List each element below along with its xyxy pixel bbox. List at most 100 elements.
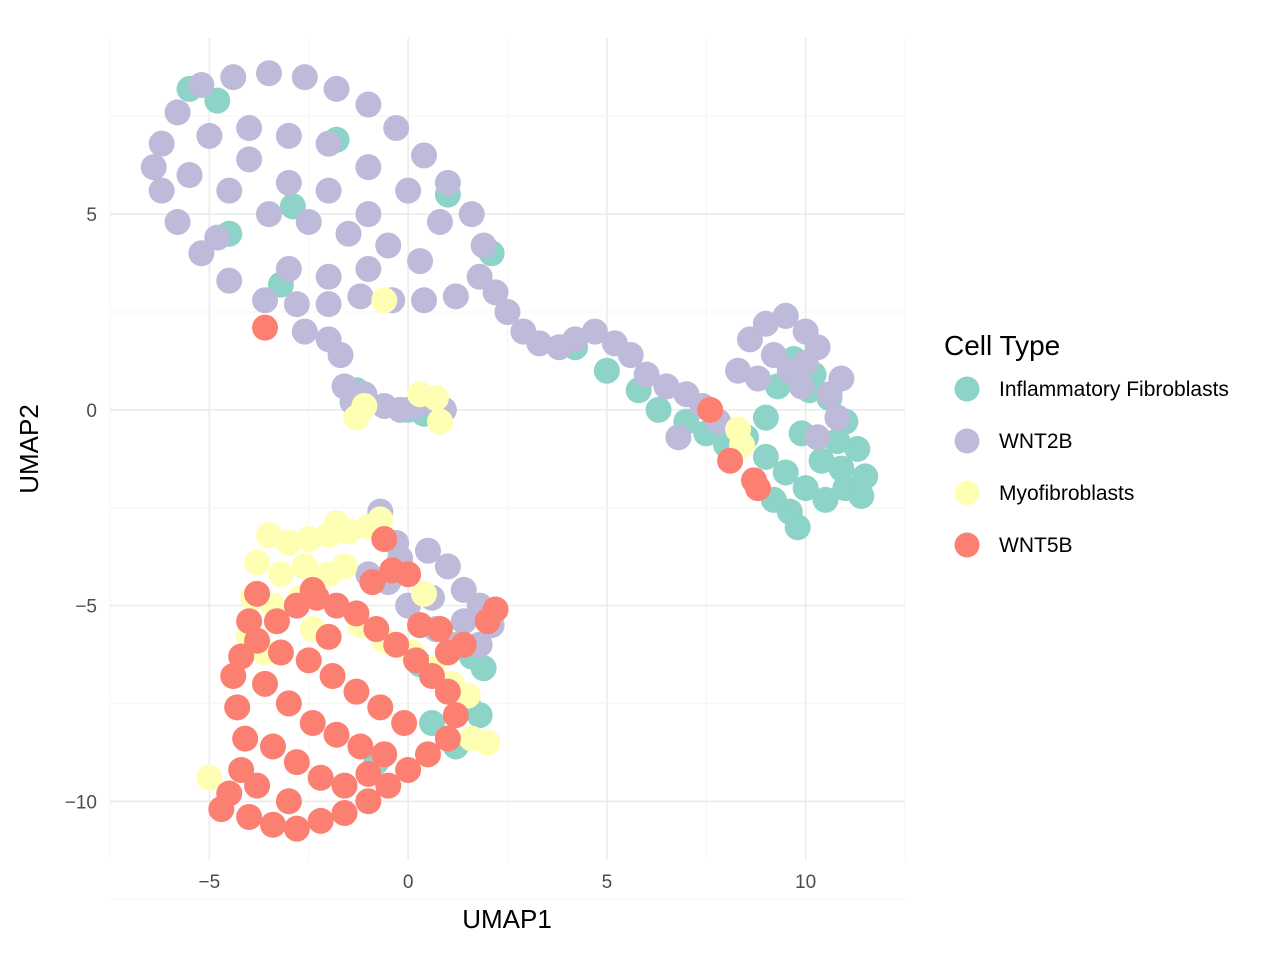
legend-label: WNT2B bbox=[999, 430, 1073, 453]
data-point bbox=[307, 764, 334, 791]
data-point bbox=[331, 772, 358, 799]
data-point bbox=[216, 177, 243, 204]
data-point bbox=[283, 749, 310, 776]
data-point bbox=[442, 702, 469, 729]
data-point bbox=[367, 506, 394, 533]
data-point bbox=[291, 64, 318, 91]
data-point bbox=[581, 318, 608, 345]
y-axis-title: UMAP2 bbox=[14, 404, 44, 494]
data-point bbox=[291, 318, 318, 345]
data-point bbox=[359, 569, 386, 596]
data-point bbox=[792, 475, 819, 502]
data-point bbox=[418, 710, 445, 736]
data-point bbox=[347, 733, 374, 760]
data-point bbox=[355, 788, 382, 815]
data-point bbox=[236, 146, 263, 173]
data-point bbox=[196, 764, 223, 791]
data-point bbox=[415, 537, 441, 564]
data-point bbox=[252, 314, 279, 341]
data-point bbox=[283, 592, 310, 619]
data-point bbox=[148, 177, 175, 204]
data-point bbox=[188, 71, 215, 98]
data-point bbox=[784, 514, 811, 541]
data-point bbox=[164, 99, 191, 126]
data-point bbox=[327, 342, 354, 369]
data-point bbox=[391, 710, 418, 736]
data-point bbox=[275, 788, 302, 815]
data-point bbox=[788, 373, 815, 400]
data-point bbox=[458, 201, 485, 228]
data-point bbox=[725, 357, 752, 384]
data-point bbox=[812, 486, 839, 513]
data-point bbox=[418, 663, 445, 690]
y-tick-label: 0 bbox=[86, 401, 97, 422]
data-point bbox=[562, 326, 589, 353]
data-point bbox=[208, 796, 235, 823]
data-point bbox=[315, 623, 342, 650]
legend-title: Cell Type bbox=[944, 330, 1060, 361]
data-point bbox=[752, 404, 779, 431]
data-point bbox=[267, 561, 294, 588]
data-point bbox=[844, 436, 871, 462]
data-point bbox=[744, 475, 771, 502]
data-point bbox=[295, 526, 322, 553]
data-point bbox=[256, 522, 282, 549]
data-point bbox=[411, 580, 438, 607]
legend-key bbox=[954, 428, 980, 454]
data-point bbox=[295, 647, 322, 674]
data-point bbox=[470, 655, 497, 682]
data-point bbox=[323, 721, 350, 748]
data-point bbox=[665, 424, 692, 451]
y-tick-label: −5 bbox=[75, 597, 97, 618]
data-point bbox=[752, 310, 779, 337]
data-point bbox=[343, 678, 370, 705]
data-point bbox=[196, 122, 223, 149]
data-point bbox=[299, 576, 326, 603]
y-tick-label: 5 bbox=[86, 205, 97, 226]
data-point bbox=[852, 463, 879, 490]
data-point bbox=[363, 616, 390, 643]
data-point bbox=[752, 443, 779, 470]
data-point bbox=[395, 756, 422, 783]
data-point bbox=[395, 561, 422, 588]
x-tick-label: 5 bbox=[602, 872, 613, 893]
data-point bbox=[415, 741, 441, 768]
data-point bbox=[633, 361, 660, 388]
data-point bbox=[256, 201, 282, 228]
data-point bbox=[335, 220, 362, 247]
data-point bbox=[736, 326, 763, 353]
data-point bbox=[824, 428, 851, 455]
data-point bbox=[848, 482, 875, 509]
data-point bbox=[315, 177, 342, 204]
data-point bbox=[653, 373, 680, 400]
data-point bbox=[454, 682, 481, 709]
data-point bbox=[307, 807, 334, 834]
data-point bbox=[804, 424, 831, 451]
data-point bbox=[315, 291, 342, 318]
data-point bbox=[482, 279, 509, 306]
data-point bbox=[355, 760, 382, 787]
data-point bbox=[275, 255, 302, 282]
data-point bbox=[617, 342, 644, 369]
legend-label: Myofibroblasts bbox=[999, 482, 1134, 505]
legend-key bbox=[954, 480, 980, 506]
data-point bbox=[259, 811, 286, 838]
data-point bbox=[645, 396, 672, 423]
data-point bbox=[267, 639, 294, 666]
data-point bbox=[323, 75, 350, 102]
x-tick-label: 0 bbox=[403, 872, 414, 893]
data-point bbox=[220, 663, 247, 690]
data-point bbox=[395, 177, 422, 204]
data-point bbox=[343, 600, 370, 627]
legend: Cell Type Inflammatory Fibroblasts WNT2B M… bbox=[944, 330, 1229, 558]
data-point bbox=[697, 396, 724, 423]
x-tick-label: −5 bbox=[199, 872, 221, 893]
data-point bbox=[224, 694, 251, 721]
data-point bbox=[232, 725, 259, 752]
data-point bbox=[383, 115, 410, 142]
y-axis-ticks: −10 −5 0 5 bbox=[65, 205, 97, 813]
data-point bbox=[252, 670, 279, 697]
data-point bbox=[244, 580, 271, 607]
data-point bbox=[828, 365, 855, 392]
